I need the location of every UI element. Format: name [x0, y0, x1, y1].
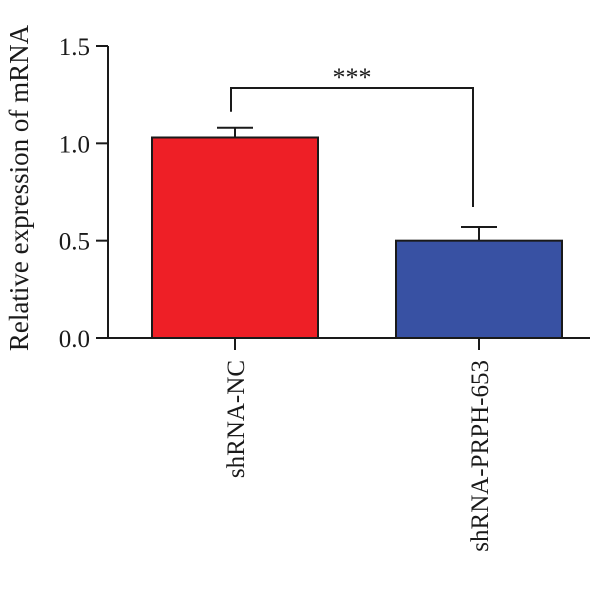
y-tick-label: 1.5	[59, 34, 90, 61]
significance-group: ***	[230, 63, 474, 208]
significance-label: ***	[333, 63, 372, 92]
bars-group	[151, 136, 563, 340]
x-category-label: shRNA-PRPH-653	[467, 360, 494, 552]
y-tick-label: 0.0	[59, 326, 90, 353]
y-tick-label: 1.0	[59, 131, 90, 158]
significance-bracket	[230, 87, 474, 208]
x-category-label: shRNA-NC	[223, 360, 250, 478]
y-tick-label: 0.5	[59, 229, 90, 256]
bar-1	[151, 136, 319, 339]
y-axis-title: Relative expression of mRNA	[4, 24, 34, 351]
labels-group: 0.0 0.5 1.0 1.5 shRNA-NC shRNA-PRPH-653 Relati…	[4, 24, 494, 551]
bar-2	[395, 239, 563, 340]
error-bars-group	[217, 126, 497, 241]
